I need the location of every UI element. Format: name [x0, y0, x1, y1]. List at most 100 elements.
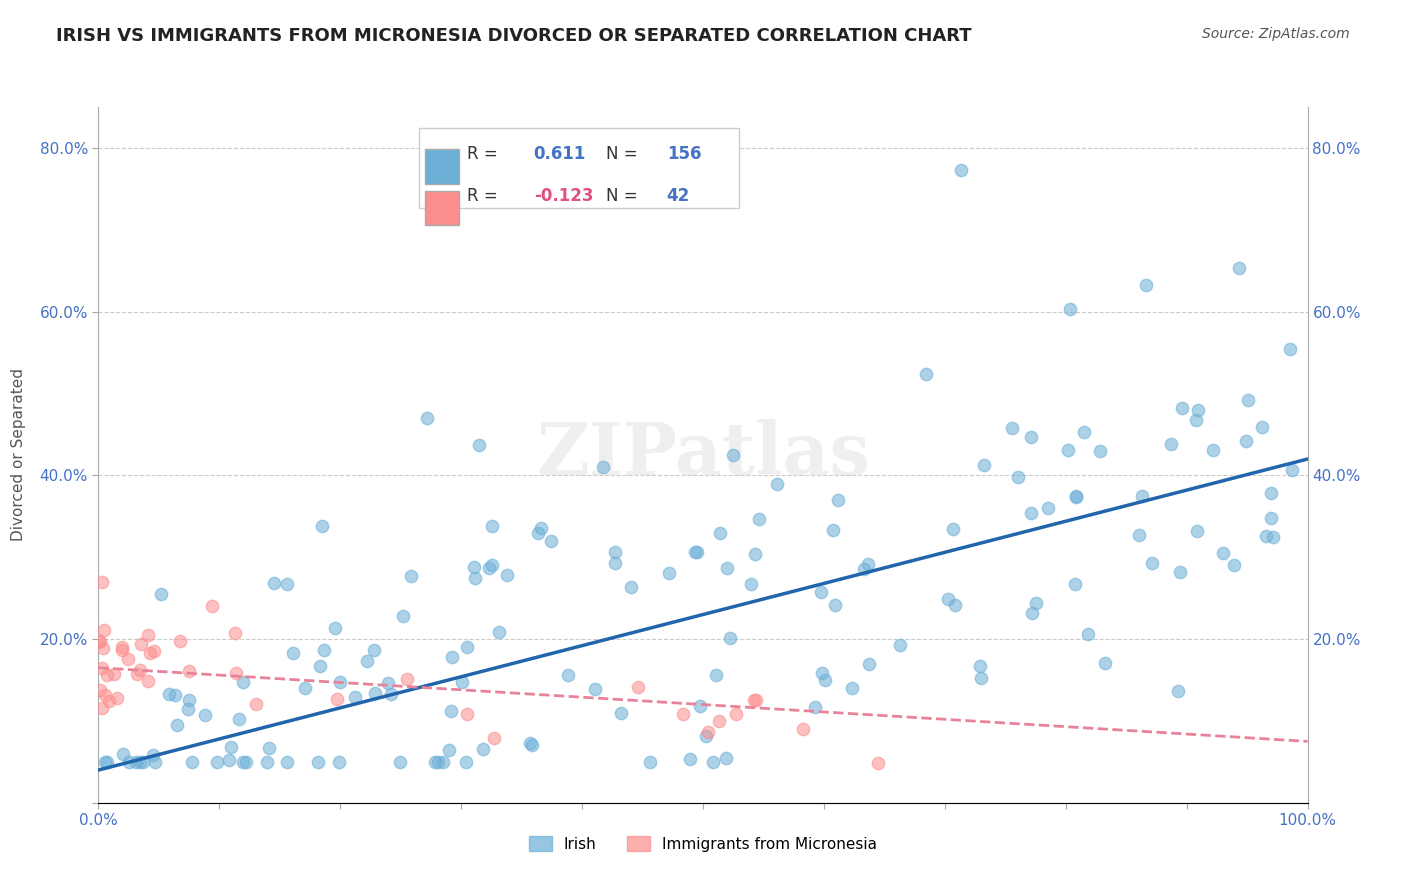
Point	[1140, 556, 1163, 570]
Point	[520, 739, 543, 753]
Point	[89, 635, 111, 649]
Point	[96, 755, 118, 769]
Point	[478, 561, 501, 575]
Point	[177, 702, 200, 716]
Point	[1234, 434, 1257, 448]
Point	[1223, 558, 1246, 573]
Point	[707, 714, 730, 728]
Point	[142, 747, 165, 762]
Point	[1227, 261, 1250, 276]
Point	[232, 675, 254, 690]
Point	[232, 755, 254, 769]
Point	[432, 755, 454, 769]
Point	[136, 673, 159, 688]
Text: R =: R =	[467, 187, 503, 205]
Point	[1212, 546, 1234, 560]
Point	[309, 659, 332, 673]
Point	[112, 747, 135, 761]
Point	[97, 694, 120, 708]
Point	[821, 523, 844, 537]
Point	[328, 755, 350, 769]
Point	[672, 706, 695, 721]
Point	[1073, 425, 1095, 440]
Point	[105, 691, 128, 706]
Point	[117, 652, 139, 666]
Point	[973, 458, 995, 472]
Point	[679, 752, 702, 766]
Point	[1064, 489, 1087, 503]
Point	[205, 755, 228, 769]
Point	[605, 556, 627, 570]
Point	[1076, 626, 1098, 640]
Point	[276, 576, 298, 591]
Point	[132, 755, 155, 769]
Point	[245, 697, 267, 711]
Point	[609, 706, 631, 720]
Point	[697, 724, 720, 739]
Point	[94, 755, 117, 769]
Point	[91, 640, 114, 655]
Point	[224, 626, 246, 640]
Point	[914, 367, 936, 381]
Point	[658, 566, 681, 580]
Text: IRISH VS IMMIGRANTS FROM MICRONESIA DIVORCED OR SEPARATED CORRELATION CHART: IRISH VS IMMIGRANTS FROM MICRONESIA DIVO…	[56, 27, 972, 45]
Point	[766, 477, 789, 491]
Point	[868, 756, 890, 770]
Point	[388, 755, 411, 769]
Point	[814, 673, 837, 688]
Point	[221, 740, 243, 755]
Point	[695, 729, 717, 743]
Text: N =: N =	[606, 145, 643, 163]
Text: 42: 42	[666, 187, 690, 205]
Point	[856, 557, 879, 571]
Point	[89, 683, 111, 698]
Point	[721, 448, 744, 462]
Point	[949, 162, 972, 177]
Point	[481, 519, 503, 533]
Point	[364, 685, 387, 699]
Point	[415, 411, 437, 425]
Point	[603, 545, 626, 559]
Point	[194, 708, 217, 723]
Point	[329, 675, 352, 690]
Point	[1094, 657, 1116, 671]
Point	[1135, 278, 1157, 293]
Point	[427, 755, 450, 769]
Point	[111, 642, 134, 657]
Point	[1237, 393, 1260, 408]
Point	[437, 743, 460, 757]
Point	[1160, 436, 1182, 450]
Point	[1021, 606, 1043, 620]
Point	[943, 599, 966, 613]
Point	[742, 692, 765, 706]
Point	[482, 731, 505, 745]
Point	[228, 712, 250, 726]
Point	[792, 722, 814, 736]
FancyBboxPatch shape	[419, 128, 740, 208]
Point	[276, 755, 298, 769]
Text: 156: 156	[666, 145, 702, 163]
Point	[425, 755, 447, 769]
Point	[638, 755, 661, 769]
Point	[326, 692, 349, 706]
Text: R =: R =	[467, 145, 503, 163]
Point	[180, 755, 202, 769]
Point	[704, 668, 727, 682]
Point	[256, 755, 278, 769]
Point	[451, 675, 474, 690]
Point	[811, 666, 834, 681]
Point	[1025, 596, 1047, 610]
Point	[1187, 403, 1209, 417]
Point	[740, 577, 762, 591]
Point	[519, 736, 541, 750]
Point	[744, 547, 766, 561]
Point	[1185, 524, 1208, 538]
Point	[1128, 528, 1150, 542]
Point	[89, 633, 111, 648]
Point	[356, 654, 378, 668]
Point	[889, 638, 911, 652]
Point	[702, 755, 724, 769]
Point	[283, 646, 305, 660]
Point	[1254, 529, 1277, 543]
Point	[128, 663, 150, 677]
